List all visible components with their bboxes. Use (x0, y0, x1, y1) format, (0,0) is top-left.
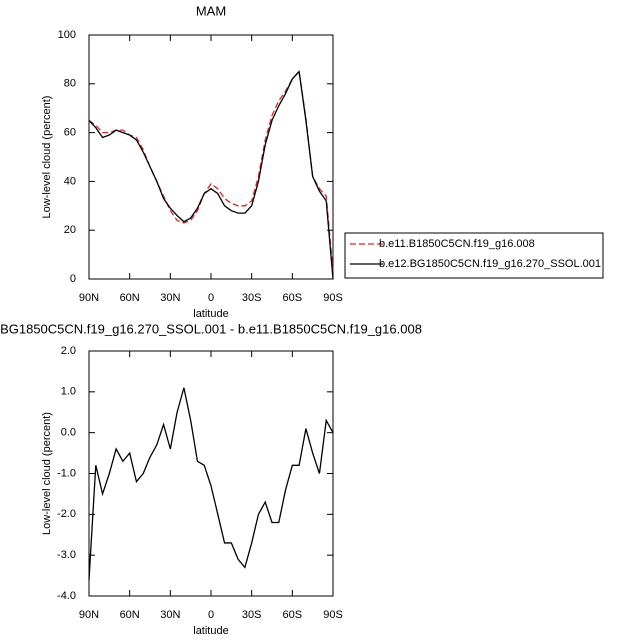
x-tick-label: 90S (323, 292, 343, 304)
x-tick-label: 0 (208, 292, 214, 304)
x-tick-label: 60S (283, 292, 303, 304)
y-tick-label: 1.0 (61, 386, 76, 398)
x-tick-label: 90N (79, 609, 99, 621)
legend-label: b.e12.BG1850C5CN.f19_g16.270_SSOL.001 (379, 258, 601, 270)
y-tick-label: -3.0 (57, 549, 76, 561)
chart-title: BG1850C5CN.f19_g16.270_SSOL.001 - b.e11.… (0, 321, 422, 336)
y-tick-label: -1.0 (57, 467, 76, 479)
y-tick-label: -4.0 (57, 590, 76, 602)
x-tick-label: 90S (323, 609, 343, 621)
plot-frame (88, 350, 334, 597)
data-line (88, 70, 334, 280)
x-tick-label: 60N (120, 292, 140, 304)
legend-box (344, 232, 604, 279)
x-axis-label: latitude (193, 625, 228, 637)
plot-frame (88, 34, 334, 280)
y-tick-label: 80 (64, 78, 76, 90)
x-tick-label: 30N (160, 292, 180, 304)
data-line (88, 387, 334, 580)
y-tick-label: 40 (64, 175, 76, 187)
y-tick-label: -2.0 (57, 508, 76, 520)
y-tick-label: 60 (64, 127, 76, 139)
y-tick-label: 0 (70, 273, 76, 285)
y-axis-label: Low-level cloud (percent) (41, 96, 53, 219)
x-axis-label: latitude (193, 308, 228, 320)
x-tick-label: 30S (242, 292, 262, 304)
x-tick-label: 60S (283, 609, 303, 621)
y-tick-label: 2.0 (61, 345, 76, 357)
x-tick-label: 30N (160, 609, 180, 621)
y-tick-label: 100 (58, 29, 76, 41)
y-tick-label: 0.0 (61, 427, 76, 439)
x-tick-label: 90N (79, 292, 99, 304)
chart-title: MAM (196, 3, 226, 18)
data-line (88, 70, 334, 272)
x-tick-label: 0 (208, 609, 214, 621)
y-tick-label: 20 (64, 224, 76, 236)
x-tick-label: 60N (120, 609, 140, 621)
legend-label: b.e11.B1850C5CN.f19_g16.008 (379, 238, 535, 250)
x-tick-label: 30S (242, 609, 262, 621)
y-axis-label: Low-level cloud (percent) (41, 412, 53, 535)
